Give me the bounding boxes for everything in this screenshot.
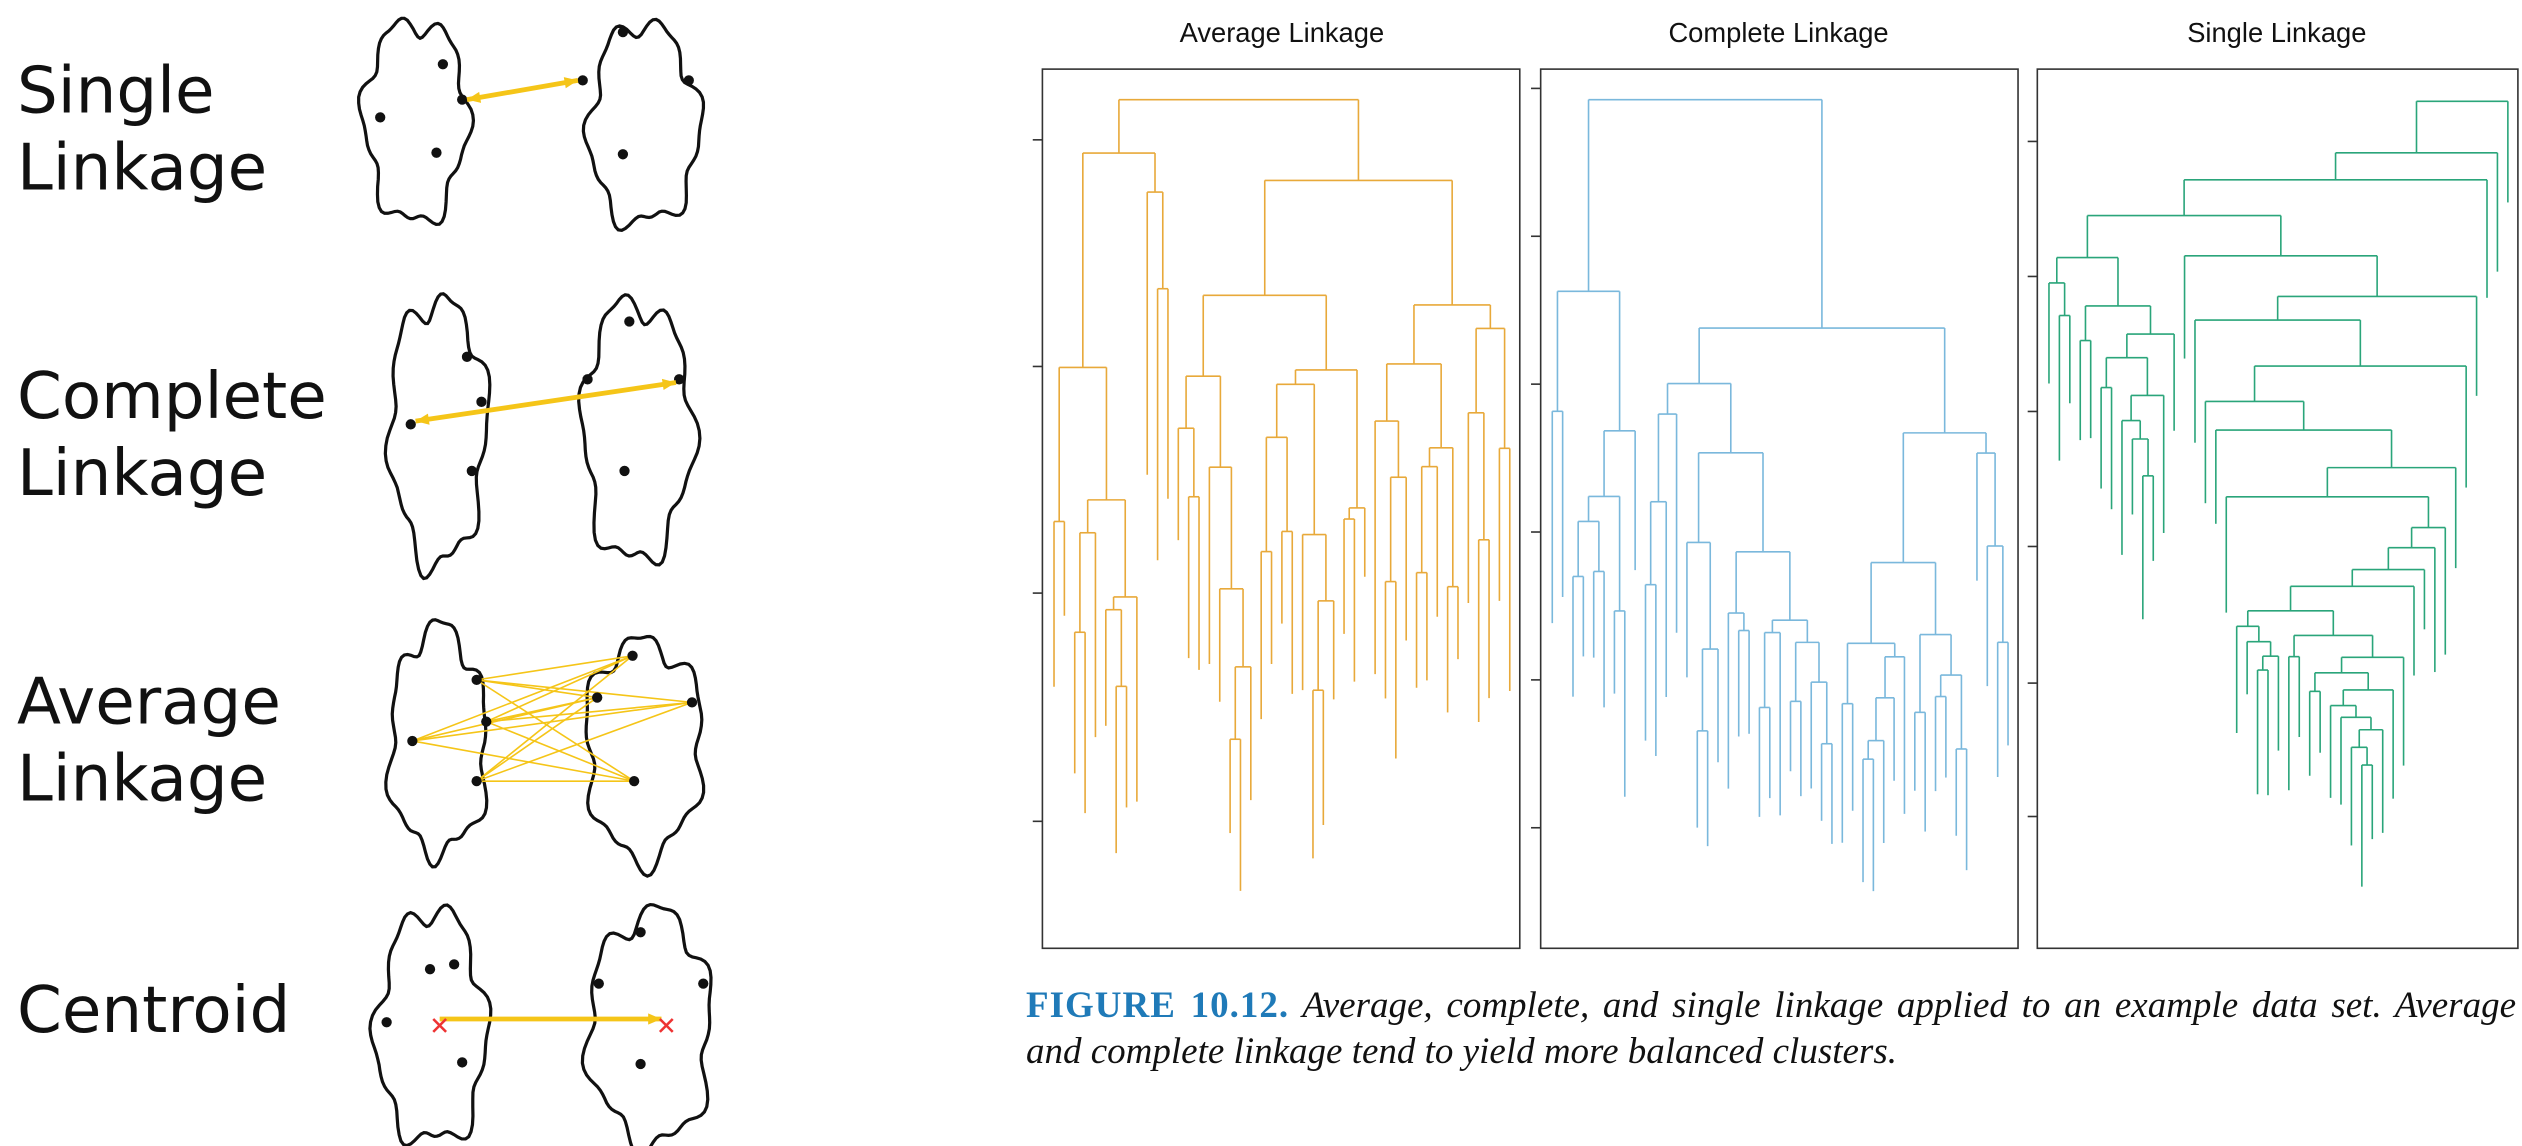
point [698,979,708,989]
point [582,374,592,384]
point [618,27,628,37]
cluster-blob [359,18,474,224]
linkage-label: Complete [17,359,327,434]
point [449,959,459,969]
figure: Single Linkage Complete Linkage Average … [0,0,2522,1146]
point [687,697,697,707]
link-line [412,741,634,781]
point [407,736,417,746]
link-line [477,680,635,781]
cluster-blob [385,294,489,579]
page: {"linkage_types": [["Single", "Linkage"]… [0,0,2522,1146]
panel-frame [1042,69,1519,948]
linkage-label: Centroid [17,973,290,1048]
point [457,95,467,105]
cluster-blob [579,295,700,565]
point [471,675,481,685]
link-line [477,702,692,781]
point [462,352,472,362]
point [438,59,448,69]
point [375,112,385,122]
linkage-label: Linkage [17,741,267,816]
point [594,979,604,989]
point [406,419,416,429]
point [627,651,637,661]
link-arrow [416,383,676,422]
point [457,1057,467,1067]
linkage-label: Single [17,54,215,129]
point [635,1059,645,1069]
link-line [486,656,632,722]
panel-title: Complete Linkage [1668,17,1888,48]
point [381,1017,391,1027]
centroid-mark [660,1019,673,1032]
link-arrow [467,80,578,99]
point [592,692,602,702]
link-line [477,680,692,703]
point [618,149,628,159]
panel-frame [2037,69,2518,948]
linkage-label: Linkage [17,131,267,206]
point [476,397,486,407]
cluster-blob [586,636,703,876]
point [467,466,477,476]
point [425,964,435,974]
point [635,927,645,937]
panel-title: Average Linkage [1180,17,1385,48]
panel-frame [1541,69,2018,948]
point [684,75,694,85]
point [619,466,629,476]
linkage-label: Linkage [17,436,267,511]
point [431,148,441,158]
point [471,776,481,786]
point [629,776,639,786]
panel-title: Single Linkage [2187,17,2366,48]
point [624,316,634,326]
cluster-blob [386,620,487,867]
cluster-blob [582,905,711,1146]
caption-label: FIGURE 10.12. [1026,985,1289,1026]
cluster-blob [583,19,703,230]
point [578,75,588,85]
linkage-label: Average [17,664,281,739]
point [481,717,491,727]
link-line [477,656,633,680]
caption: FIGURE 10.12. Average, complete, and sin… [1026,983,2516,1075]
arrow-head [648,1013,661,1024]
